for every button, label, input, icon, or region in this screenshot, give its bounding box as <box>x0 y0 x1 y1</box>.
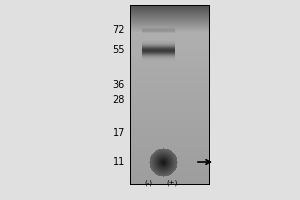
Text: (-): (-) <box>144 180 152 186</box>
Text: 36: 36 <box>113 80 125 90</box>
Text: 28: 28 <box>112 95 125 105</box>
Text: 11: 11 <box>113 157 125 167</box>
Text: 55: 55 <box>112 45 125 55</box>
Text: (+): (+) <box>166 180 178 186</box>
Text: 17: 17 <box>112 128 125 138</box>
Text: 72: 72 <box>112 25 125 35</box>
